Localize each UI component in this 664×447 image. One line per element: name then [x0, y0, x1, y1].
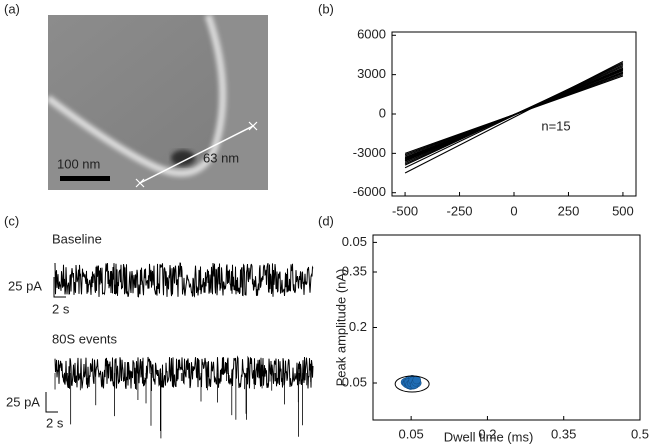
y-tick-label: 0	[379, 105, 386, 120]
y-tick-label: 6000	[357, 27, 386, 42]
panel-label: (a)	[4, 1, 20, 16]
measurement-label: 63 nm	[203, 150, 239, 165]
x-tick-label: 0.35	[551, 426, 576, 441]
y-tick-label: 0.2	[349, 319, 367, 334]
current-trace	[54, 262, 314, 298]
y-tick-label: 0.35	[342, 263, 367, 278]
sem-image	[48, 15, 268, 190]
x-tick-label: -250	[447, 203, 473, 218]
measure-line	[139, 125, 254, 184]
time-scale: 2 s	[46, 415, 64, 430]
plot-frame	[391, 31, 637, 197]
x-tick-label: 250	[558, 203, 580, 218]
panel-label: (d)	[318, 213, 334, 228]
panel-label: (c)	[4, 213, 19, 228]
iv-line	[404, 61, 624, 174]
time-scale: 2 s	[52, 301, 70, 316]
trace-label: 80S events	[52, 331, 118, 346]
x-tick-label: 0.2	[478, 426, 496, 441]
x-tick-label: 0.5	[631, 426, 649, 441]
y-tick-label: 3000	[357, 66, 386, 81]
x-tick-label: 0	[510, 203, 517, 218]
scale-bracket	[53, 277, 66, 298]
annotation: n=15	[541, 118, 570, 133]
y-tick-label: -6000	[353, 184, 386, 199]
x-tick-label: 0.05	[398, 426, 423, 441]
measure-ends	[135, 121, 258, 188]
x-axis-label: Dwell time (ms)	[444, 429, 534, 444]
fit-contour	[394, 375, 430, 393]
trace-label: Baseline	[52, 231, 102, 246]
y-tick-label: 0.05	[342, 374, 367, 389]
scale-bar-label: 100 nm	[57, 156, 100, 171]
y-tick-label: 0.05	[342, 234, 367, 249]
x-tick-label: 500	[612, 203, 634, 218]
scale-bar	[60, 176, 110, 181]
x-tick-label: -500	[392, 203, 418, 218]
y-axis-label: Peak amplitude (nA)	[333, 269, 348, 387]
current-trace	[54, 355, 314, 390]
current-scale: 25 pA	[6, 394, 40, 409]
current-scale: 25 pA	[8, 278, 42, 293]
iv-line	[404, 63, 624, 166]
scale-bracket	[45, 392, 58, 413]
y-tick-label: -3000	[353, 145, 386, 160]
panel-label: (b)	[318, 1, 334, 16]
